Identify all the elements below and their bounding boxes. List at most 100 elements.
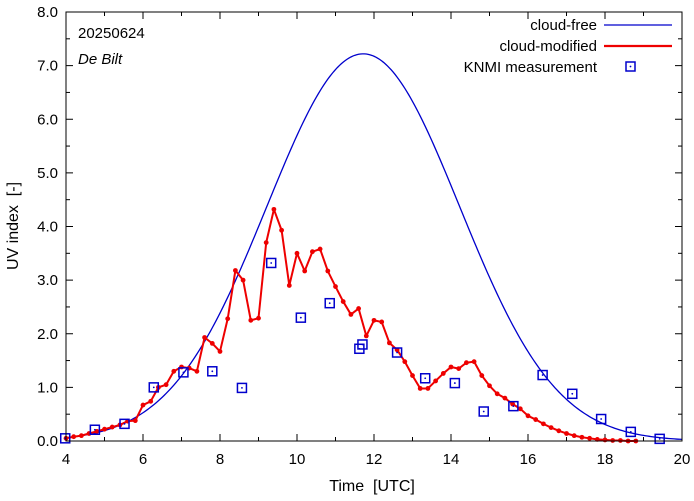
cloud-modified-point (410, 373, 415, 378)
y-tick-label: 3.0 (37, 272, 58, 289)
cloud-modified-point (286, 283, 292, 288)
y-tick-label: 2.0 (37, 326, 58, 343)
cloud-modified-point (610, 438, 616, 443)
knmi-measurement-center (512, 405, 515, 408)
y-tick-label: 7.0 (37, 58, 58, 75)
y-tick-label: 4.0 (37, 219, 58, 236)
cloud-modified-point (310, 249, 315, 255)
y-tick-label: 1.0 (37, 379, 58, 396)
cloud-modified-point (179, 364, 184, 370)
cloud-modified-point (209, 341, 215, 346)
cloud-modified-point (571, 433, 577, 439)
knmi-measurement-center (328, 302, 331, 305)
cloud-modified-point (140, 402, 146, 408)
cloud-modified-point (402, 359, 408, 365)
cloud-modified-point (440, 371, 446, 376)
cloud-modified-point (102, 426, 107, 432)
cloud-modified-point (471, 359, 477, 365)
cloud-modified-point (363, 333, 369, 339)
x-tick-labels: 4 6 8 10 12 14 16 18 20 (62, 451, 691, 468)
x-tick-label: 4 (62, 451, 70, 468)
cloud-modified-point (448, 364, 454, 370)
cloud-modified-point (317, 246, 323, 252)
knmi-measurement-point (178, 367, 189, 378)
cloud-modified-point (464, 360, 469, 366)
cloud-modified-point (263, 240, 269, 245)
location-label: De Bilt (78, 51, 123, 68)
cloud-modified-point (194, 368, 200, 374)
cloud-modified-point (302, 268, 308, 274)
knmi-measurement-center (453, 382, 456, 384)
legend-label-knmi-measurement: KNMI measurement (464, 59, 598, 76)
cloud-modified-point (618, 438, 623, 443)
cloud-modified-point (148, 398, 154, 404)
x-tick-label: 16 (520, 451, 537, 468)
cloud-modified-point (417, 386, 423, 391)
knmi-measurement-center (396, 351, 398, 354)
knmi-measurement-point (265, 257, 277, 269)
cloud-modified-point (433, 378, 438, 384)
cloud-modified-point (425, 386, 431, 391)
knmi-measurement-center (658, 437, 661, 440)
cloud-modified-point (510, 401, 515, 407)
cloud-modified-point (487, 383, 492, 389)
cloud-modified-point (225, 316, 231, 322)
series-line-cloud-free (65, 53, 683, 441)
cloud-modified-point (502, 395, 508, 401)
x-tick-label: 12 (366, 451, 383, 468)
series-layer (59, 53, 683, 445)
knmi-measurement-center (482, 410, 485, 413)
cloud-modified-point (494, 391, 500, 397)
knmi-measurement-center (211, 370, 214, 373)
knmi-measurement-center (361, 343, 364, 346)
knmi-measurement-point (324, 297, 335, 309)
legend-label-cloud-free: cloud-free (530, 17, 597, 34)
knmi-measurement-center (182, 371, 185, 374)
knmi-measurement-point (449, 377, 461, 389)
cloud-modified-point (587, 435, 592, 441)
legend-label-cloud-modified: cloud-modified (499, 38, 597, 55)
cloud-modified-point (371, 317, 377, 323)
knmi-measurement-point (478, 406, 489, 417)
cloud-modified-point (579, 434, 585, 440)
y-tick-label: 6.0 (37, 111, 58, 128)
knmi-measurement-center (541, 374, 544, 376)
cloud-modified-point (548, 425, 554, 430)
cloud-modified-point (387, 340, 392, 346)
legend-swatch-knmi-dot (629, 65, 632, 68)
knmi-measurement-center (123, 422, 126, 425)
y-tick-label: 8.0 (37, 4, 58, 21)
knmi-measurement-center (270, 262, 273, 264)
knmi-measurement-point (391, 347, 403, 358)
cloud-modified-point (564, 431, 569, 436)
knmi-measurement-point (537, 369, 548, 381)
cloud-modified-point (163, 382, 169, 388)
cloud-modified-point (233, 268, 238, 273)
knmi-measurement-point (595, 413, 607, 425)
x-tick-label: 20 (674, 451, 691, 468)
cloud-modified-point (79, 433, 84, 439)
cloud-modified-point (109, 424, 115, 430)
cloud-modified-point (525, 413, 531, 419)
knmi-measurement-center (571, 392, 574, 395)
knmi-measurement-point (148, 382, 160, 393)
y-tick-labels: 0.0 1.0 2.0 3.0 4.0 5.0 6.0 7.0 8.0 (37, 4, 58, 450)
knmi-measurement-point (89, 424, 101, 435)
axis-ticks (65, 11, 683, 442)
cloud-modified-point (556, 428, 562, 434)
cloud-modified-point (602, 437, 608, 443)
cloud-modified-point (217, 349, 223, 354)
legend-swatch-knmi-measurement (625, 61, 636, 72)
legend: cloud-free cloud-modified KNMI measureme… (464, 17, 672, 76)
x-tick-label: 8 (216, 451, 224, 468)
knmi-measurement-point (654, 433, 665, 445)
cloud-modified-point (456, 366, 462, 372)
x-axis-title: Time [UTC] (329, 478, 415, 495)
knmi-measurement-point (207, 366, 218, 377)
date-label: 20250624 (78, 25, 145, 42)
cloud-modified-point (279, 227, 284, 233)
knmi-measurement-point (419, 373, 431, 384)
plot-frame (65, 11, 683, 442)
y-axis-title: UV index [-] (5, 182, 22, 270)
